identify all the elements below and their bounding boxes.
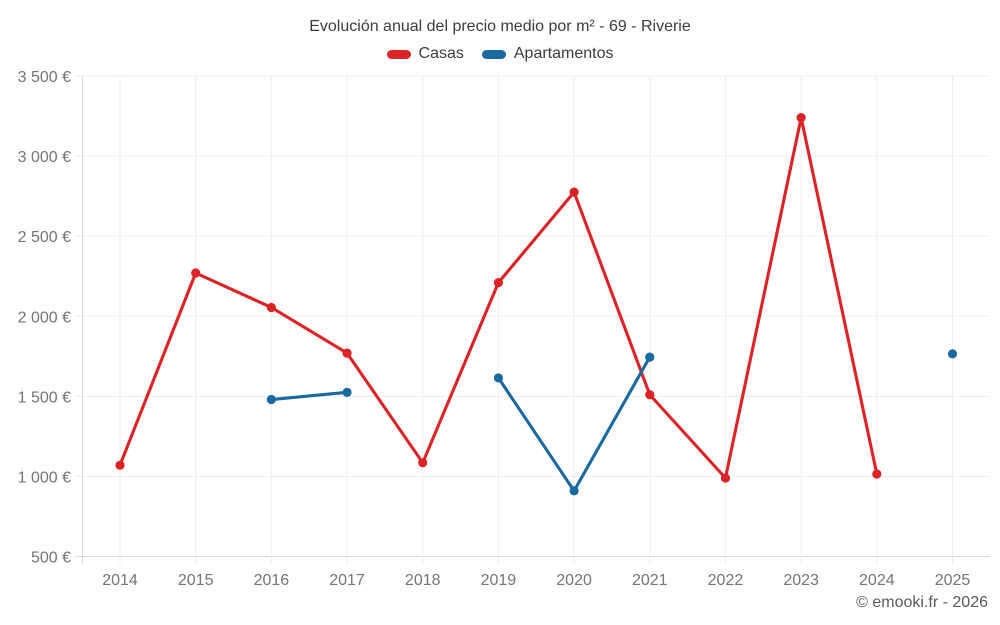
x-tick-label: 2025 (935, 572, 971, 589)
data-point-casas-2020[interactable] (569, 187, 579, 197)
x-tick-label: 2014 (102, 572, 138, 589)
data-point-casas-2017[interactable] (342, 348, 352, 358)
x-tick-label: 2016 (254, 572, 290, 589)
data-point-casas-2018[interactable] (418, 458, 428, 468)
legend-label-casas: Casas (418, 45, 464, 62)
data-point-casas-2015[interactable] (191, 268, 201, 278)
data-point-apartamentos-2017[interactable] (342, 387, 352, 397)
x-tick-label: 2018 (405, 572, 441, 589)
y-tick-label: 3 000 € (18, 149, 71, 166)
chart-legend: Casas Apartamentos (0, 45, 1000, 63)
data-point-apartamentos-2025[interactable] (947, 349, 958, 359)
x-tick-label: 2019 (481, 572, 517, 589)
x-tick-label: 2023 (783, 572, 819, 589)
data-point-casas-2021[interactable] (645, 390, 655, 400)
y-tick-label: 1 000 € (18, 469, 71, 486)
legend-swatch-apartamentos-icon (481, 49, 506, 59)
data-point-casas-2019[interactable] (493, 278, 504, 288)
series-line-apartamentos (269, 390, 349, 402)
data-point-apartamentos-2019[interactable] (493, 373, 504, 383)
x-tick-label: 2015 (178, 572, 214, 589)
y-tick-label: 500 € (31, 550, 71, 567)
x-tick-label: 2020 (556, 572, 592, 589)
y-tick-label: 2 500 € (18, 229, 71, 246)
legend-item-apartamentos[interactable]: Apartamentos (481, 45, 614, 63)
data-point-apartamentos-2020[interactable] (569, 486, 579, 496)
x-tick-label: 2021 (632, 572, 668, 589)
y-tick-label: 1 500 € (18, 389, 71, 406)
y-tick-label: 3 500 € (18, 69, 71, 86)
data-point-casas-2016[interactable] (266, 302, 276, 313)
x-tick-label: 2024 (859, 572, 895, 589)
legend-swatch-casas-icon (386, 49, 411, 59)
data-point-apartamentos-2021[interactable] (645, 352, 655, 362)
data-point-apartamentos-2016[interactable] (266, 394, 276, 405)
data-point-casas-2024[interactable] (872, 469, 882, 479)
chart-title: Evolución anual del precio medio por m² … (309, 18, 691, 35)
y-tick-label: 2 000 € (18, 309, 71, 326)
legend-item-casas[interactable]: Casas (386, 45, 464, 63)
x-tick-label: 2022 (708, 572, 744, 589)
data-point-casas-2014[interactable] (115, 460, 125, 470)
data-point-casas-2023[interactable] (796, 113, 806, 123)
x-tick-label: 2017 (329, 572, 365, 589)
legend-label-apartamentos: Apartamentos (513, 45, 614, 62)
footer-credit: © emooki.fr - 2026 (856, 594, 988, 611)
data-point-casas-2022[interactable] (720, 473, 731, 483)
